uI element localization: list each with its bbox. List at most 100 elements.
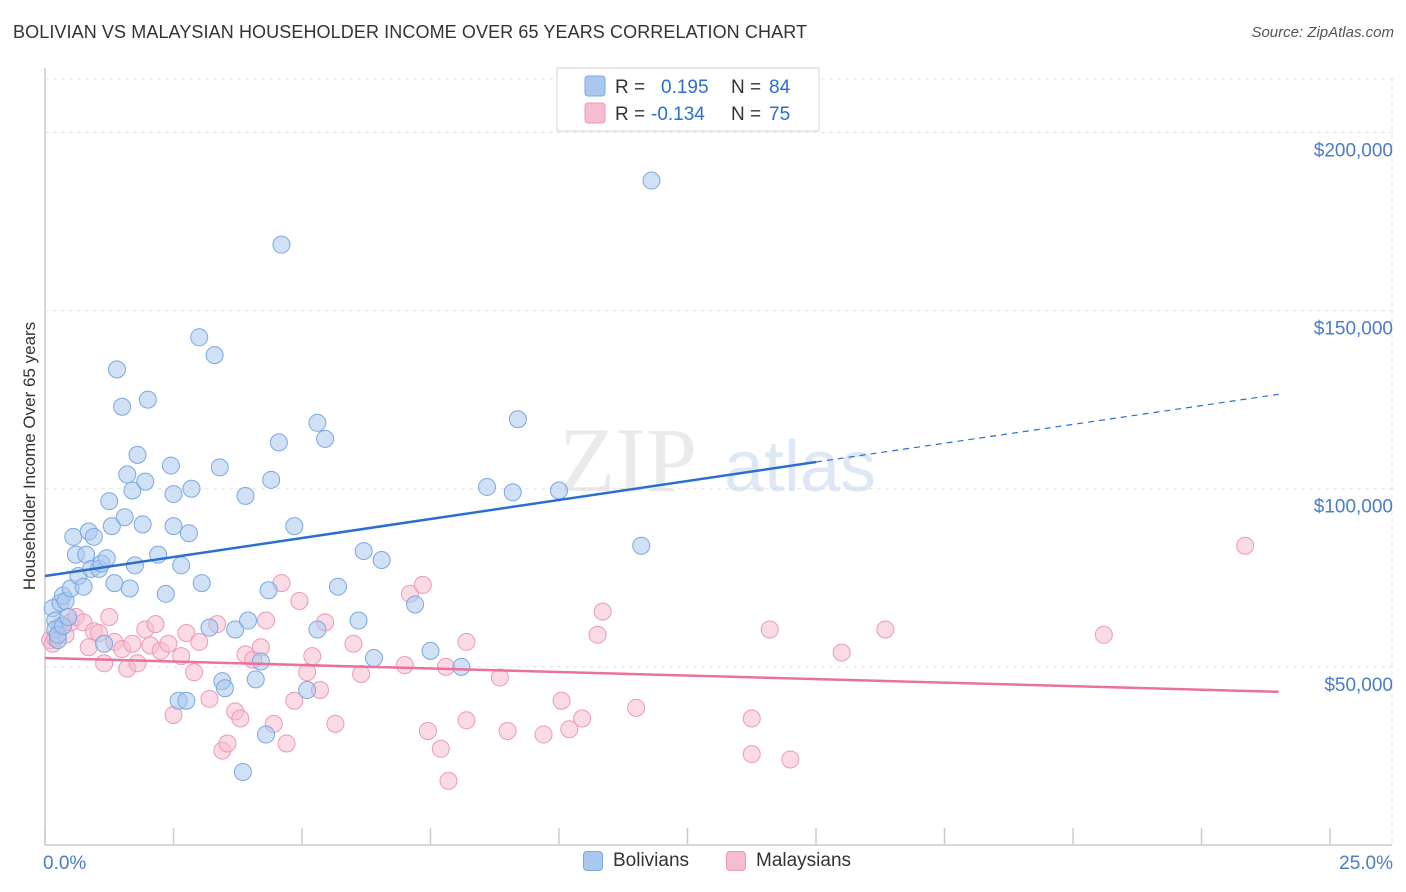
malaysian-point (876, 620, 895, 639)
legend-swatch-bolivians (584, 75, 606, 97)
legend-r-value: -0.134 (651, 104, 705, 125)
source-label: Source: ZipAtlas.com (1251, 24, 1394, 41)
malaysian-point (95, 654, 114, 673)
malaysian-point (760, 620, 779, 639)
malaysian-point (177, 624, 196, 643)
malaysian-point (552, 691, 571, 710)
bolivian-point (136, 472, 155, 491)
bolivian-point (182, 479, 201, 498)
bolivian-point (138, 390, 157, 409)
legend-n-value: 84 (769, 77, 791, 98)
y-tick-label: $200,000 (1314, 140, 1393, 161)
bolivian-point (205, 346, 224, 365)
bolivian-point (550, 481, 568, 500)
malaysian-point (436, 657, 455, 676)
bolivian-point (478, 477, 497, 496)
malaysian-point (290, 591, 309, 610)
malaysian-point (534, 725, 553, 744)
malaysian-point (190, 632, 209, 651)
bolivian-point (118, 465, 137, 484)
malaysian-point (159, 634, 178, 653)
bolivian-point (164, 517, 183, 536)
bolivian-point (74, 577, 93, 596)
bolivian-point (406, 595, 425, 614)
bolivian-point (64, 527, 83, 546)
bolivian-point (354, 542, 373, 561)
x-tick-label-max: 25.0% (1339, 853, 1393, 874)
malaysian-point (277, 734, 296, 753)
trend-lines (44, 393, 1279, 694)
bolivian-point (285, 517, 304, 536)
malaysian-point (1094, 625, 1113, 644)
bolivian-point (59, 607, 78, 626)
malaysian-point (498, 721, 517, 740)
bolivians-trend-extension (815, 393, 1279, 463)
legend-n-label: N = (731, 77, 761, 98)
bolivian-point (95, 634, 114, 653)
malaysian-point (832, 643, 851, 662)
malaysians-trend-line (44, 656, 1279, 694)
bolivians-trend-line (44, 460, 817, 578)
malaysian-point (128, 654, 147, 673)
bolivian-point (308, 620, 327, 639)
y-tick-label: $100,000 (1314, 497, 1393, 518)
bolivian-point (97, 549, 116, 568)
malaysian-point (560, 720, 579, 739)
malaysian-point (298, 663, 317, 682)
malaysian-point (742, 745, 761, 764)
grid-lines (45, 78, 1395, 845)
legend-swatch-malaysians (584, 102, 606, 124)
malaysian-point (185, 663, 204, 682)
watermark-zip: ZIP (559, 409, 697, 511)
malaysian-point (627, 698, 646, 717)
malaysian-point (231, 709, 250, 728)
bolivian-point (100, 492, 119, 511)
legend-r-label: R = (615, 77, 645, 98)
bolivian-point (421, 641, 440, 660)
bolivian-point (192, 574, 211, 593)
bolivian-point (215, 679, 234, 698)
malaysian-point (146, 615, 165, 634)
bolivian-point (156, 584, 175, 603)
bolivian-point (508, 410, 527, 429)
bolivian-point (251, 652, 270, 671)
legend-r-label: R = (615, 104, 645, 125)
malaysian-point (303, 647, 322, 666)
malaysian-point (395, 656, 414, 675)
bolivian-point (239, 611, 258, 630)
bolivian-point (642, 171, 661, 190)
legend-n-value: 75 (769, 104, 790, 125)
bolivian-point (272, 235, 291, 254)
bolivian-point (179, 524, 198, 543)
bolivian-point (200, 618, 219, 637)
axes (44, 68, 1392, 846)
bolivian-point (113, 397, 132, 416)
bolivian-point (269, 433, 288, 452)
legend-swatch-bolivians (583, 851, 603, 871)
bolivian-point (262, 470, 281, 489)
malaysian-point (573, 709, 592, 728)
bolivian-point (316, 429, 335, 448)
bolivian-point (115, 508, 134, 527)
malaysian-point (593, 602, 612, 621)
malaysians-points (41, 536, 1255, 790)
y-axis-label: Householder Income Over 65 years (20, 322, 39, 590)
bolivian-point (128, 445, 147, 464)
bolivian-point (452, 657, 471, 676)
malaysian-point (285, 691, 304, 710)
legend-r-value: 0.195 (661, 77, 709, 98)
legend-item-malaysians[interactable]: Malaysians (726, 850, 851, 872)
bolivian-point (257, 725, 276, 744)
malaysian-point (418, 721, 437, 740)
legend-swatch-malaysians (726, 851, 746, 871)
x-tick-label-min: 0.0% (43, 853, 86, 874)
legend-label-malaysians: Malaysians (756, 850, 852, 871)
malaysian-point (79, 638, 98, 657)
bolivian-point (164, 485, 183, 504)
legend-item-bolivians[interactable]: Bolivians (583, 850, 689, 872)
bolivian-point (233, 762, 252, 781)
legend-stats: R = 0.195 N = 84 R = -0.134 N = 75 (556, 67, 820, 132)
bolivian-point (105, 574, 124, 593)
bolivian-point (503, 483, 522, 502)
